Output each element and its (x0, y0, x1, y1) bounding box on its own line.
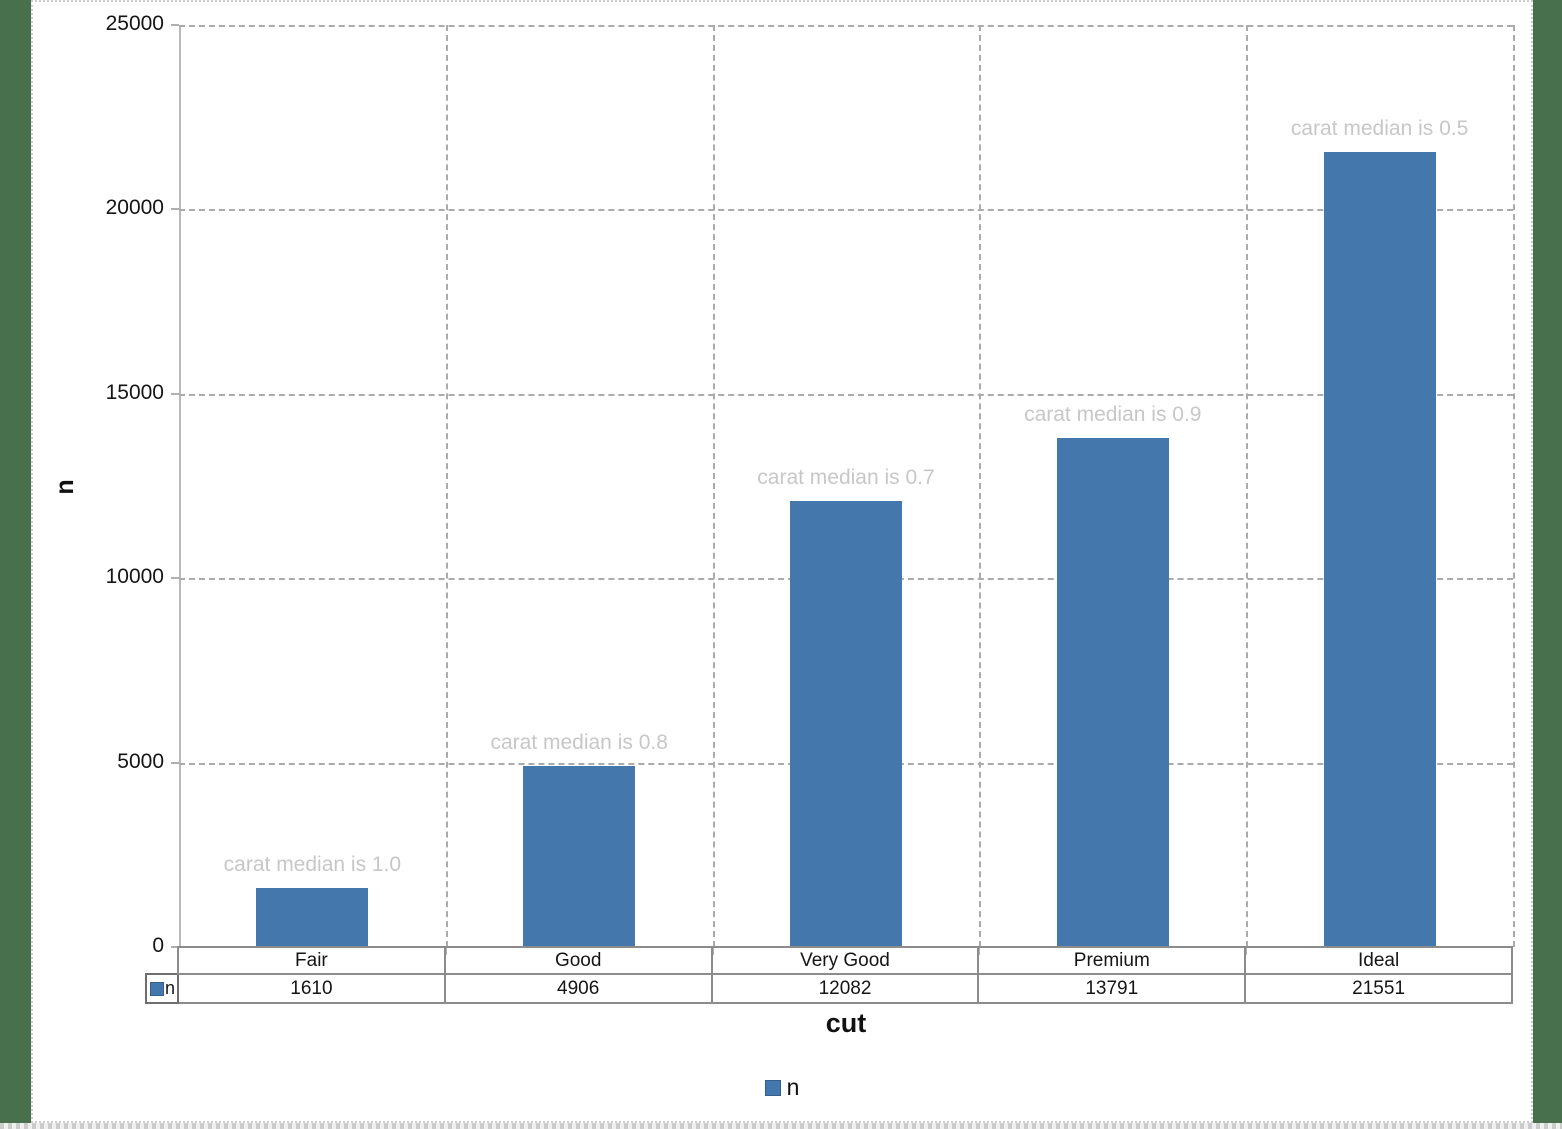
data-table-value: 13791 (977, 973, 1247, 1004)
y-axis-line (179, 25, 181, 947)
selection-border-strip (0, 1123, 1562, 1129)
gridline-vertical (445, 25, 448, 947)
data-table-corner-cell (146, 947, 178, 974)
bar-annotation: carat median is 1.0 (223, 852, 402, 876)
bar-annotation: carat median is 0.7 (757, 466, 935, 490)
gridline-horizontal (179, 393, 1513, 396)
y-axis-tick (171, 208, 179, 211)
series-key-swatch-icon (150, 982, 164, 996)
bar-annotation: carat median is 0.8 (490, 731, 668, 755)
gridline-horizontal (179, 209, 1513, 212)
y-axis-tick-label: 25000 (105, 12, 164, 35)
gridline-vertical (712, 25, 715, 947)
legend-label: n (786, 1074, 800, 1100)
y-axis-tick-label: 20000 (105, 196, 164, 220)
legend-swatch-icon (764, 1079, 781, 1096)
data-table-value: 1610 (177, 973, 446, 1004)
data-table-category-ideal: Ideal (1244, 946, 1513, 975)
data-table-category-premium: Premium (977, 946, 1247, 975)
data-table-category-very-good: Very Good (710, 946, 980, 975)
gridline-vertical (1513, 25, 1515, 947)
gridline-vertical (979, 25, 982, 947)
data-table-category-row: Fair Good Very Good Premium Ideal (146, 946, 1513, 975)
data-table-value: 21551 (1244, 973, 1513, 1004)
data-table-category-fair: Fair (177, 946, 446, 975)
data-table-row-header: n (165, 978, 176, 998)
y-axis-tick-label: 15000 (105, 380, 164, 404)
data-table-legend-key-cell: n (145, 973, 179, 1004)
y-axis-tick-label: 0 (152, 934, 164, 957)
data-table-category-good: Good (443, 946, 713, 975)
bar-annotation: carat median is 0.9 (1024, 403, 1202, 427)
data-table-value-row: n 1610 4906 12082 13791 21551 (145, 973, 1513, 1004)
y-axis-tick (171, 761, 179, 764)
y-axis-tick (171, 577, 179, 580)
plot-area: carat median is 1.0 carat median is 0.8 ca… (171, 24, 1515, 955)
y-axis-title: n (51, 479, 79, 495)
gridline-horizontal (179, 25, 1513, 27)
bar-ideal (1323, 152, 1436, 947)
chart-canvas: n 0 5000 10000 15000 20000 25000 carat median… (31, 0, 1533, 1123)
bar-very-good (790, 501, 902, 947)
y-axis-tick (171, 946, 179, 948)
bar-fair (256, 887, 369, 947)
data-table-value: 4906 (443, 973, 713, 1004)
gridline-vertical (1246, 25, 1249, 947)
data-table-value: 12082 (710, 973, 980, 1004)
bar-annotation: carat median is 0.5 (1290, 117, 1469, 141)
chart-data-table: Fair Good Very Good Premium Ideal n 1610 4906… (145, 946, 1513, 1004)
y-axis-tick-label: 10000 (105, 565, 164, 589)
bar-good (523, 766, 636, 947)
y-axis-tick-label: 5000 (117, 749, 164, 773)
bar-premium (1056, 438, 1169, 947)
y-axis-tick (171, 24, 179, 26)
x-axis-title: cut (825, 1008, 867, 1038)
y-axis-tick (171, 392, 179, 395)
chart-legend: n (33, 1074, 1531, 1101)
